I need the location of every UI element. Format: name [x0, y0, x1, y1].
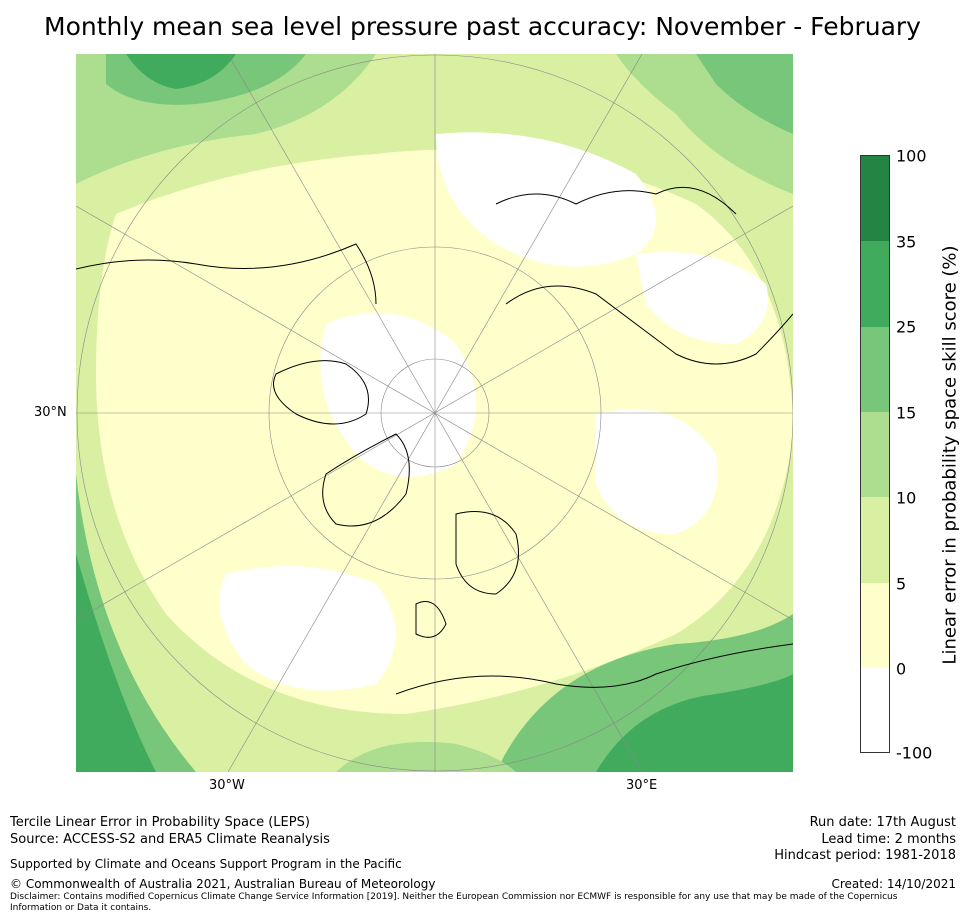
colorbar-tick: 35: [896, 232, 917, 252]
source-text: Source: ACCESS-S2 and ERA5 Climate Reana…: [10, 832, 330, 847]
latitude-label-30n: 30°N: [34, 405, 67, 420]
colorbar-label: Linear error in probability space skill …: [939, 245, 961, 665]
created-text: Created: 14/10/2021: [831, 877, 956, 891]
run-date-text: Run date: 17th August: [809, 815, 956, 830]
colorbar-bin-25-35: [861, 241, 889, 327]
colorbar-bin-0-5: [861, 583, 889, 668]
low-skill-patch-siberia: [596, 409, 718, 534]
lead-time-text: Lead time: 2 months: [821, 832, 956, 847]
coast-arctic-islands: [273, 360, 369, 425]
coast-greenland: [322, 433, 410, 527]
low-skill-patch-arctic: [436, 132, 656, 267]
colorbar-tick: 25: [896, 317, 917, 337]
polar-map: [76, 54, 793, 772]
low-skill-patch-pole: [320, 312, 476, 477]
coast-siberia: [505, 285, 793, 365]
skill-area-s: [336, 741, 516, 772]
longitude-label-30w: 30°W: [209, 778, 245, 793]
hindcast-text: Hindcast period: 1981-2018: [774, 848, 956, 863]
coastlines: [76, 186, 793, 695]
longitude-label-30e: 30°E: [626, 778, 658, 793]
colorbar-bin-10-15: [861, 412, 889, 497]
support-text: Supported by Climate and Oceans Support …: [10, 857, 402, 871]
coast-british-isles: [415, 601, 447, 638]
colorbar-tick: 5: [896, 574, 907, 594]
map-canvas: [76, 54, 793, 772]
coast-europe-south: [395, 643, 793, 695]
colorbar-bin-neg100-0: [861, 668, 889, 752]
skill-area-sw-core: [76, 554, 156, 772]
disclaimer-text: Disclaimer: Contains modified Copernicus…: [10, 892, 898, 913]
colorbar-bin-35-100: [861, 156, 889, 241]
skill-area-ne-core: [696, 54, 793, 134]
colorbar-tick: 10: [896, 488, 917, 508]
coast-alaska-chukotka: [495, 186, 737, 215]
method-text: Tercile Linear Error in Probability Spac…: [10, 815, 310, 830]
skill-area-se-core: [596, 674, 793, 772]
low-skill-patch-atlantic: [219, 566, 396, 691]
coast-scandinavia: [455, 511, 519, 595]
colorbar-tick: 100: [896, 146, 927, 166]
colorbar-tick: 0: [896, 659, 907, 679]
graticule: [76, 54, 793, 772]
colorbar: [860, 155, 890, 753]
coast-north-america: [76, 243, 377, 305]
meridian-60e: [76, 205, 793, 621]
colorbar-tick: 15: [896, 403, 917, 423]
low-skill-patch-pacific: [636, 252, 768, 344]
skill-area-nw-peak: [126, 54, 236, 89]
copyright-text: © Commonwealth of Australia 2021, Austra…: [10, 877, 436, 891]
colorbar-bin-15-25: [861, 327, 889, 412]
colorbar-bin-5-10: [861, 497, 889, 583]
chart-title: Monthly mean sea level pressure past acc…: [44, 12, 921, 41]
colorbar-tick: -100: [896, 743, 933, 763]
